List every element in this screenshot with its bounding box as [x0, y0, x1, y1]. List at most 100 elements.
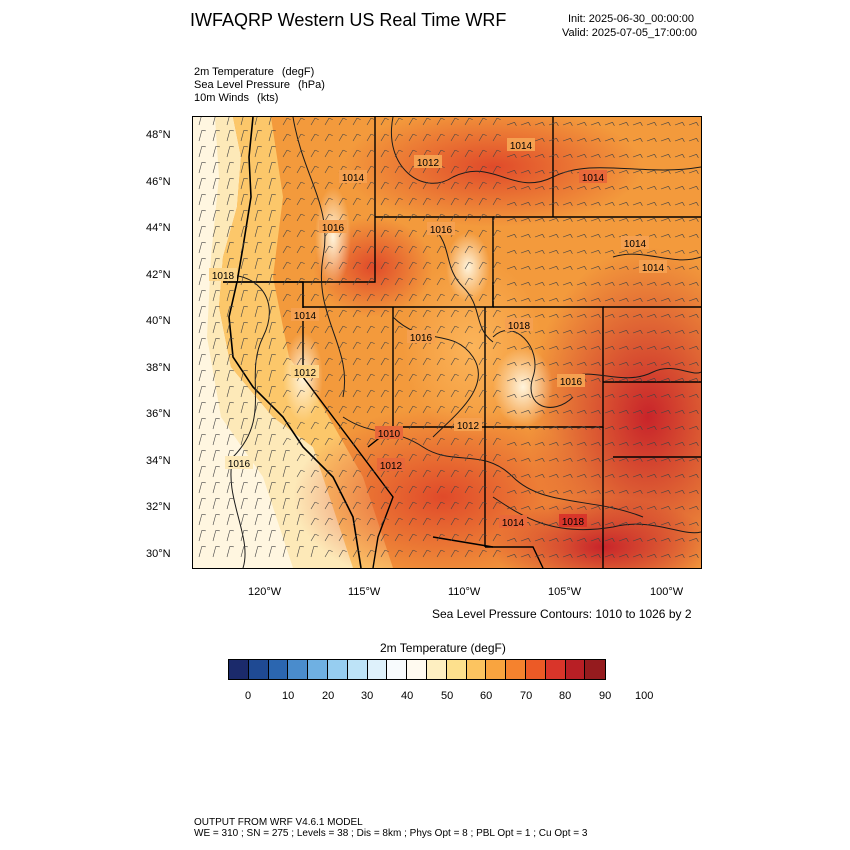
lat-tick-label: 36°N	[146, 408, 171, 420]
wind-barb-flag	[342, 453, 347, 456]
wind-barb	[520, 394, 529, 398]
wind-barb-flag	[300, 325, 305, 328]
wind-barb	[296, 421, 302, 430]
wind-barb	[492, 117, 498, 126]
model-info-line-1: OUTPUT FROM WRF V4.6.1 MODEL	[194, 817, 363, 828]
wind-barb	[632, 154, 641, 158]
wind-barb	[464, 245, 470, 254]
wind-barb	[352, 229, 358, 238]
wind-barb	[464, 117, 470, 126]
wind-barb-flag	[496, 341, 501, 344]
wind-barb-flag	[314, 501, 319, 504]
wind-barb	[534, 378, 543, 382]
wind-barb	[310, 341, 316, 350]
svg-text:1012: 1012	[417, 158, 440, 169]
wind-barb	[394, 437, 400, 446]
wind-barb	[296, 165, 302, 174]
wind-barb	[632, 202, 641, 206]
wind-barb	[464, 405, 470, 414]
wind-barb-flag	[496, 357, 501, 360]
wind-barb-flag	[514, 122, 517, 126]
wind-barb-flag	[514, 314, 517, 318]
wind-barb	[366, 485, 372, 494]
wind-barb	[562, 426, 571, 430]
wind-barb	[464, 549, 470, 558]
wind-barb-flag	[314, 133, 319, 136]
wind-barb-flag	[342, 357, 347, 360]
wind-barb-flag	[570, 490, 573, 494]
wind-barb	[520, 218, 529, 222]
wind-barb	[254, 450, 259, 462]
wind-barb-flag	[626, 554, 629, 558]
wind-barb-flag	[640, 346, 643, 350]
wind-barb	[534, 186, 543, 190]
wind-barb-flag	[570, 442, 573, 446]
wind-barb-flag	[556, 346, 559, 350]
wind-barb-flag	[626, 362, 629, 366]
wind-barb-flag	[612, 538, 615, 542]
wind-barb-flag	[514, 218, 517, 222]
wind-barb	[562, 538, 571, 542]
wind-barb-flag	[482, 309, 487, 312]
wind-barb	[310, 181, 316, 190]
wind-barb-flag	[384, 405, 389, 408]
wind-barb	[212, 226, 217, 238]
wind-barb-flag	[514, 378, 517, 382]
wind-barb	[590, 298, 599, 302]
wind-barb	[534, 522, 543, 526]
wind-barb-flag	[356, 437, 361, 440]
wind-barb-flag	[640, 506, 643, 510]
wind-barb-flag	[426, 309, 431, 312]
model-info-line-2: WE = 310 ; SN = 275 ; Levels = 38 ; Dis …	[194, 828, 588, 839]
wind-barb	[604, 378, 613, 382]
wind-barb	[240, 130, 245, 142]
wind-barb-flag	[696, 442, 699, 446]
wind-barb-flag	[328, 405, 333, 408]
wind-barb	[310, 485, 316, 494]
wind-barb-flag	[482, 117, 487, 120]
wind-barb-flag	[300, 245, 305, 248]
wind-barb-flag	[612, 186, 615, 190]
wind-barb	[366, 517, 372, 526]
wind-barb	[562, 458, 571, 462]
wind-barb-flag	[556, 522, 559, 526]
wind-barb	[198, 306, 203, 318]
svg-text:1016: 1016	[228, 459, 251, 470]
wind-barb-flag	[496, 501, 501, 504]
wind-barb	[366, 373, 372, 382]
wind-barb	[296, 437, 302, 446]
wind-barb	[604, 538, 613, 542]
wind-barb	[366, 149, 372, 158]
slp-label: 1010	[375, 426, 403, 440]
wind-barb-flag	[342, 293, 347, 296]
wind-barb	[478, 533, 484, 542]
colorbar-tick-label: 20	[322, 690, 335, 702]
wind-barb-flag	[696, 362, 699, 366]
wind-barb	[492, 277, 498, 286]
wind-barb-flag	[668, 378, 671, 382]
wind-barb-flag	[654, 490, 657, 494]
wind-barb-flag	[556, 218, 559, 222]
wind-barb-flag	[654, 538, 657, 542]
wind-barb-flag	[496, 261, 501, 264]
wind-barb	[492, 197, 498, 206]
wind-barb	[324, 357, 330, 366]
wind-barb	[254, 178, 259, 190]
wind-barb	[380, 389, 386, 398]
wind-barb-flag	[398, 245, 403, 248]
wind-barb-flag	[640, 154, 643, 158]
wind-barb	[548, 426, 557, 430]
wind-barb	[646, 138, 655, 142]
wind-barb	[338, 261, 344, 270]
wind-barb	[562, 362, 571, 366]
wind-barb-flag	[482, 341, 487, 344]
colorbar-tick-label: 90	[599, 690, 612, 702]
wind-barb	[646, 330, 655, 334]
wind-barb	[576, 250, 585, 254]
wind-barb	[646, 186, 655, 190]
wind-barb-flag	[370, 533, 375, 536]
wind-barb	[268, 178, 273, 190]
wind-barb-flag	[668, 506, 671, 510]
wind-barb-flag	[626, 426, 629, 430]
wind-barb	[240, 498, 245, 510]
